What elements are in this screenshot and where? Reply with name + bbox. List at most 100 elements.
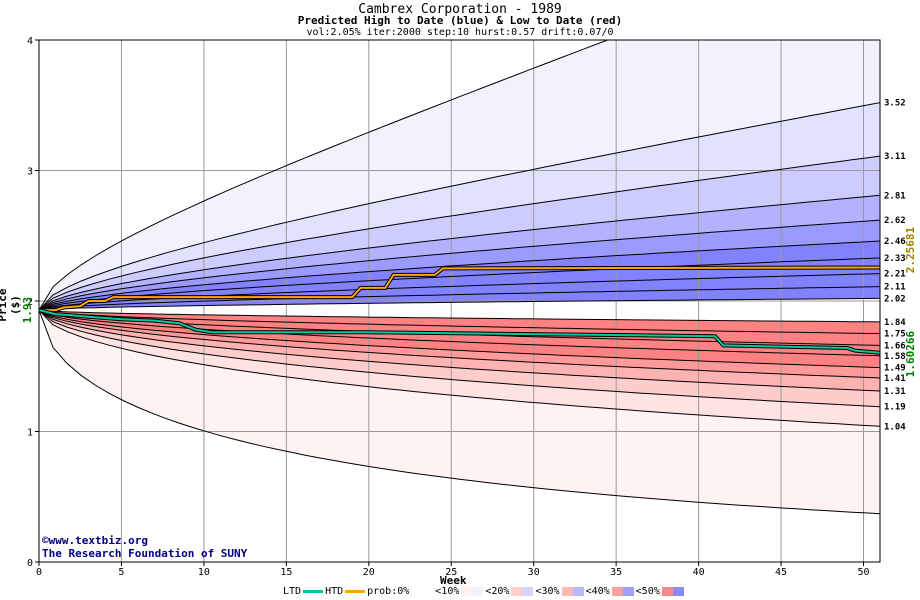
percentile-line-2 (39, 155, 880, 311)
credits: ©www.textbiz.org The Research Foundation… (42, 534, 247, 560)
ltd-line (39, 309, 880, 354)
upper-band-2 (39, 156, 880, 311)
percentile-label-1.58: 1.58 (884, 352, 906, 362)
htd-final-label: 2.25681 (904, 226, 917, 273)
lower-band-5 (39, 310, 880, 391)
percentile-label-1.41: 1.41 (884, 374, 906, 384)
lower-band-6 (39, 310, 880, 407)
upper-band-6 (39, 257, 880, 311)
y-tick-label-1: 1 (27, 428, 33, 439)
legend-prob-50: <50% (635, 586, 660, 597)
x-tick-label-20: 20 (363, 567, 375, 578)
percentile-line-15 (39, 309, 880, 379)
chart-title: Cambrex Corporation - 1989 (358, 2, 562, 17)
percentile-label-3.52: 3.52 (884, 99, 906, 109)
legend-ltd-label: LTD (283, 586, 302, 597)
simulation-params: vol:2.05% iter:2000 step:10 hurst:0.57 d… (306, 27, 614, 38)
percentile-line-5 (39, 240, 880, 311)
x-tick-label-0: 0 (36, 567, 42, 578)
x-tick-label-35: 35 (610, 567, 622, 578)
credits-org: The Research Foundation of SUNY (42, 547, 248, 560)
percentile-label-2.21: 2.21 (884, 270, 906, 280)
x-tick-label-40: 40 (693, 567, 705, 578)
percentile-line-17 (39, 309, 880, 408)
percentile-labels: 3.52 3.11 2.81 2.62 2.46 2.33 2.21 2.112.02 1.84… (884, 99, 917, 433)
upper-band-5 (39, 241, 880, 311)
percentile-line-6 (39, 257, 880, 311)
legend-swatch-10 (461, 587, 484, 596)
percentile-label-1.04: 1.04 (884, 422, 906, 432)
ltd-final-label: 1.60266 (904, 330, 917, 377)
credits-website: ©www.textbiz.org (42, 534, 148, 547)
percentile-label-1.84: 1.84 (884, 318, 906, 328)
lower-band-2 (39, 310, 880, 356)
upper-band-0 (39, 40, 880, 311)
legend-htd-label: HTD (325, 586, 344, 597)
legend-prob-0: prob:0% (367, 586, 410, 597)
percentile-line-0 (39, 40, 609, 311)
probability-bands (39, 40, 880, 514)
percentile-line-18 (39, 309, 880, 427)
legend-swatch-40 (611, 587, 634, 596)
percentile-label-2.46: 2.46 (884, 237, 906, 247)
percentile-label-1.75: 1.75 (884, 330, 906, 340)
legend-prob-10: <10% (435, 586, 460, 597)
x-tick-label-15: 15 (280, 567, 292, 578)
legend: LTD HTD prob:0% <10% <20% <30% <40% <50% (283, 586, 686, 597)
percentile-label-2.81: 2.81 (884, 191, 906, 201)
legend-swatch-20 (511, 587, 534, 596)
grid-lines (39, 40, 880, 562)
series-paths (39, 265, 880, 355)
x-tick-label-50: 50 (857, 567, 869, 578)
percentile-line-19 (39, 309, 880, 515)
lower-band-4 (39, 310, 880, 378)
x-tick-label-10: 10 (198, 567, 210, 578)
legend-prob-40: <40% (585, 586, 610, 597)
x-axis-label: Week (440, 574, 467, 587)
percentile-line-13 (39, 309, 880, 357)
chart-subtitle: Predicted High to Date (blue) & Low to D… (297, 14, 623, 27)
percentile-label-1.31: 1.31 (884, 387, 906, 397)
percentile-line-16 (39, 309, 880, 392)
legend-htd-swatch (345, 590, 366, 593)
y-tick-label-4: 4 (27, 36, 33, 47)
y-tick-label-0: 0 (27, 558, 33, 569)
x-tick-label-5: 5 (118, 567, 124, 578)
upper-band-1 (39, 102, 880, 311)
y-tick-label-3: 3 (27, 167, 33, 178)
percentile-line-1 (39, 102, 880, 311)
upper-band-3 (39, 195, 880, 311)
start-price-label: 1.93 (21, 297, 34, 324)
upper-band-7 (39, 273, 880, 311)
lower-band-7 (39, 310, 880, 427)
htd-line (39, 266, 880, 312)
lower-band-8 (39, 310, 880, 514)
percentile-label-2.33: 2.33 (884, 254, 906, 264)
upper-band-8 (39, 286, 880, 311)
lower-band-3 (39, 310, 880, 368)
legend-ltd-swatch (303, 590, 324, 593)
legend-swatch-0 (411, 587, 434, 596)
percentile-label-1.19: 1.19 (884, 403, 906, 413)
x-tick-label-45: 45 (775, 567, 787, 578)
percentile-line-8 (39, 286, 880, 311)
legend-swatch-30 (561, 587, 584, 596)
percentile-label-1.66: 1.66 (884, 341, 906, 351)
percentile-line-3 (39, 194, 880, 311)
percentile-label-3.11: 3.11 (884, 152, 906, 162)
percentile-label-2.62: 2.62 (884, 216, 906, 226)
y-tick-label-2: 2 (27, 297, 33, 308)
legend-swatch-50 (661, 587, 684, 596)
percentile-label-2.11: 2.11 (884, 283, 906, 293)
axes (35, 39, 881, 566)
percentile-line-4 (39, 219, 880, 311)
percentile-line-9 (39, 297, 880, 311)
percentile-label-2.02: 2.02 (884, 294, 906, 304)
percentile-label-1.49: 1.49 (884, 364, 906, 374)
legend-prob-20: <20% (485, 586, 510, 597)
percentile-line-11 (39, 309, 880, 335)
y-axis-label: Price ($) (0, 288, 22, 322)
percentile-line-14 (39, 309, 880, 369)
x-tick-label-30: 30 (528, 567, 540, 578)
